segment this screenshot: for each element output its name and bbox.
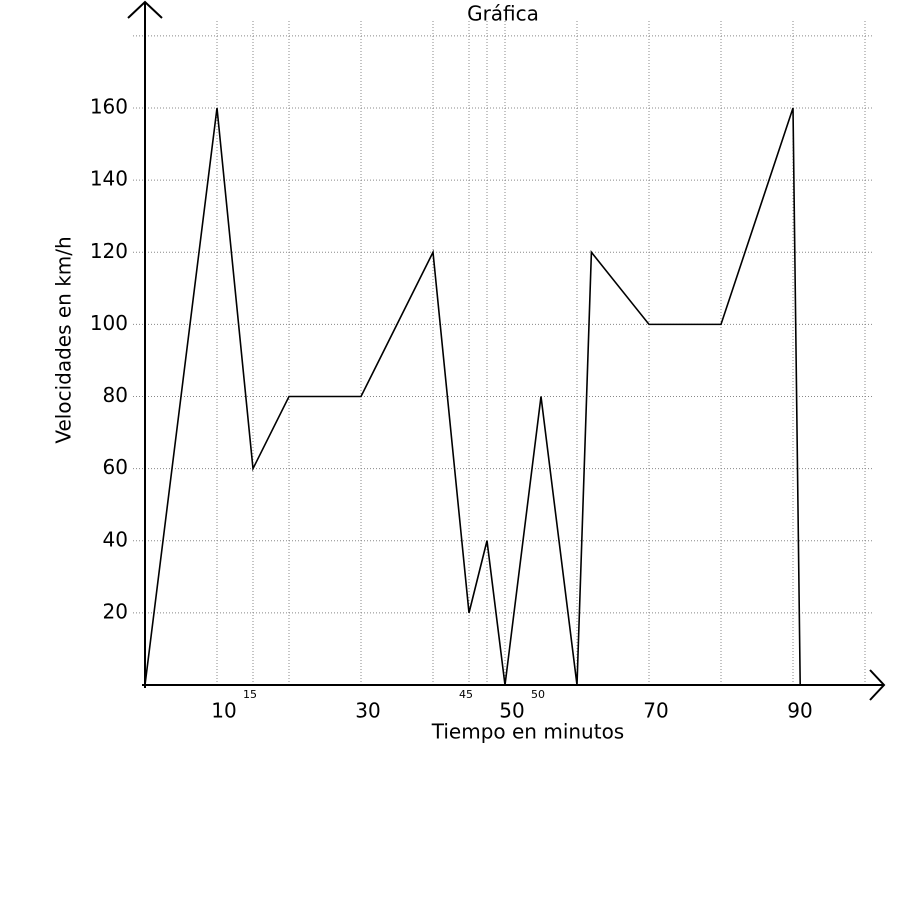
x-tick-label: 10 bbox=[211, 699, 236, 723]
x-tick-label-minor: 50 bbox=[531, 688, 545, 701]
x-tick-label: 50 bbox=[499, 699, 524, 723]
line bbox=[144, 107, 801, 686]
y-tick-label: 20 bbox=[103, 599, 128, 623]
x-tick-label-minor: 15 bbox=[243, 688, 257, 701]
grid bbox=[133, 20, 873, 685]
y-tick-label: 60 bbox=[103, 455, 128, 479]
y-axis-label: Velocidades en km/h bbox=[52, 236, 76, 443]
x-tick-label-minor: 45 bbox=[459, 688, 473, 701]
x-tick-label: 70 bbox=[643, 699, 668, 723]
y-tick-label: 40 bbox=[103, 527, 128, 551]
y-tick-label: 140 bbox=[90, 167, 128, 191]
y-tick-label: 160 bbox=[90, 95, 128, 119]
y-tick-label: 100 bbox=[90, 311, 128, 335]
x-axis-arrow bbox=[869, 669, 886, 701]
y-tick-label: 80 bbox=[103, 383, 128, 407]
chart-title: Gráfica bbox=[467, 2, 539, 26]
y-tick-label: 120 bbox=[90, 239, 128, 263]
x-tick-label: 30 bbox=[355, 699, 380, 723]
x-axis-label: Tiempo en minutos bbox=[431, 720, 624, 744]
x-tick-label: 90 bbox=[787, 699, 812, 723]
y-axis-arrow bbox=[127, 0, 163, 19]
